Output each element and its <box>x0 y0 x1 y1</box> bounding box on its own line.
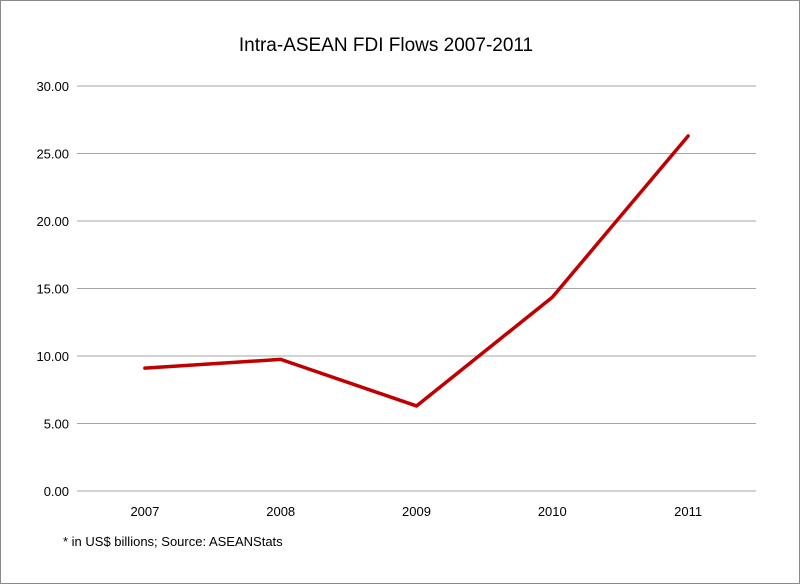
x-tick-label: 2009 <box>402 504 431 519</box>
x-tick-label: 2010 <box>538 504 567 519</box>
series-layer <box>143 134 690 408</box>
y-tick-label: 30.00 <box>36 79 69 94</box>
data-point <box>143 366 147 370</box>
chart-title: Intra-ASEAN FDI Flows 2007-2011 <box>239 35 533 56</box>
footnote: * in US$ billions; Source: ASEANStats <box>63 534 283 549</box>
x-axis-tick-labels: 2007 2008 2009 2010 2011 <box>130 504 702 519</box>
data-point <box>415 404 418 408</box>
x-tick-label: 2008 <box>266 504 295 519</box>
y-tick-label: 0.00 <box>44 484 69 499</box>
y-tick-label: 15.00 <box>36 282 69 297</box>
series-line <box>143 134 690 408</box>
y-tick-label: 5.00 <box>44 417 69 432</box>
gridlines <box>77 85 756 492</box>
y-tick-label: 20.00 <box>36 214 69 229</box>
data-point <box>550 295 554 299</box>
y-tick-label: 25.00 <box>36 147 69 162</box>
x-tick-label: 2011 <box>674 504 702 519</box>
data-point <box>686 134 690 138</box>
x-tick-label: 2007 <box>130 504 159 519</box>
y-axis-tick-labels: 0.00 5.00 10.00 15.00 20.00 25.00 30.00 <box>36 79 69 499</box>
y-tick-label: 10.00 <box>36 349 69 364</box>
data-point <box>279 357 283 361</box>
